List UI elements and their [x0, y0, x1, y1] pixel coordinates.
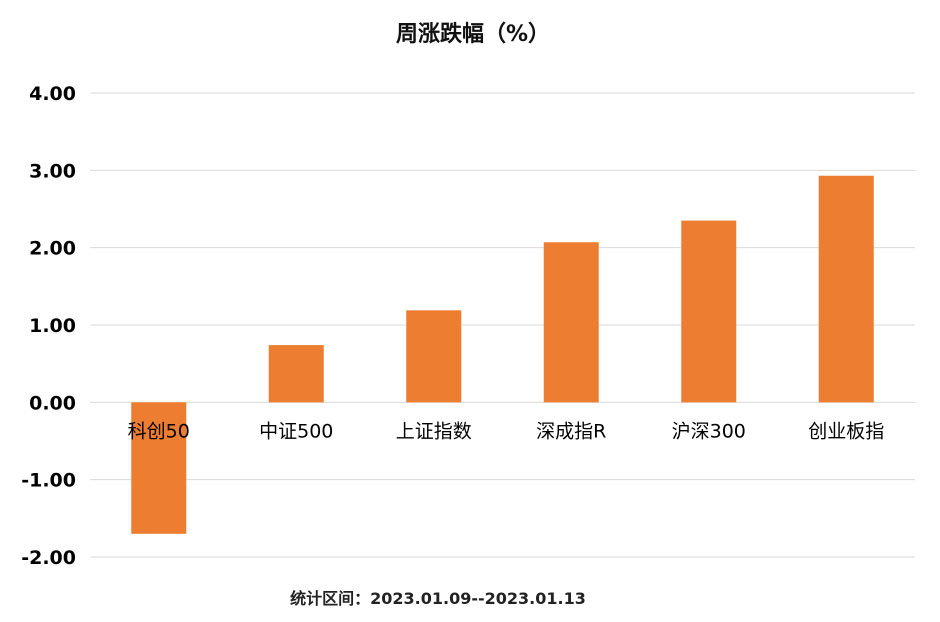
x-category-label: 创业板指 [808, 420, 884, 442]
x-category-label: 科创50 [128, 420, 190, 442]
y-axis-ticks: -2.00 -1.00 0.00 1.00 2.00 3.00 4.00 [21, 83, 76, 569]
x-category-label: 沪深300 [672, 420, 746, 442]
bar [268, 345, 324, 403]
bar [131, 402, 187, 534]
bars [131, 175, 874, 534]
y-tick-label: 2.00 [29, 238, 76, 260]
bar [406, 310, 462, 403]
statistics-period-note: 统计区间：2023.01.09--2023.01.13 [290, 589, 586, 608]
chart-title: 周涨跌幅（%） [396, 22, 550, 47]
bar [681, 220, 737, 403]
x-category-label: 中证500 [259, 420, 333, 442]
x-category-label: 深成指R [536, 420, 606, 442]
y-tick-label: 1.00 [29, 315, 76, 337]
y-tick-label: 3.00 [29, 160, 76, 182]
y-tick-label: 0.00 [29, 392, 76, 414]
gridlines [90, 92, 915, 558]
y-tick-label: -2.00 [21, 547, 76, 569]
bar [543, 242, 599, 403]
x-axis-labels: 科创50 中证500 上证指数 深成指R 沪深300 创业板指 [128, 420, 885, 442]
x-category-label: 上证指数 [396, 420, 472, 442]
bar [818, 175, 874, 403]
y-tick-label: 4.00 [29, 83, 76, 105]
y-tick-label: -1.00 [21, 470, 76, 492]
